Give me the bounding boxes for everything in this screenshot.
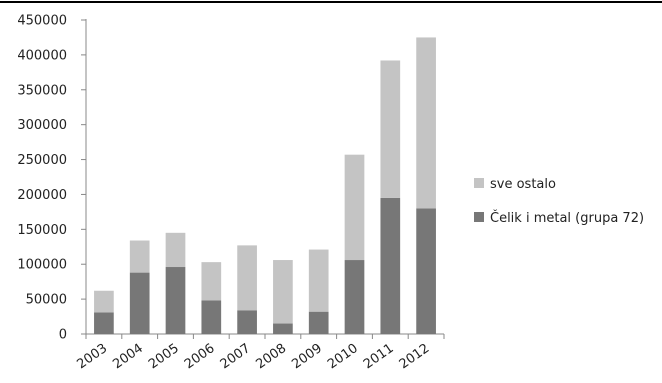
y-tick-label: 400000 <box>17 48 67 63</box>
bar-segment-series-1-2004 <box>129 240 150 273</box>
x-tick-label: 2006 <box>182 341 218 372</box>
x-tick-label: 2009 <box>289 341 325 372</box>
bar-segment-series-0-2003 <box>94 312 114 334</box>
bar-segment-series-0-2004 <box>129 272 150 334</box>
bar-segment-series-1-2003 <box>94 290 114 313</box>
bar-segment-series-0-2010 <box>344 260 365 334</box>
bar-segment-series-1-2008 <box>273 260 293 324</box>
y-tick-label: 50000 <box>26 293 67 308</box>
x-tick-label: 2007 <box>218 341 254 372</box>
legend: sve ostalo Čelik i metal (grupa 72) <box>474 177 644 226</box>
y-tick-label: 0 <box>59 328 67 343</box>
bar-segment-series-0-2012 <box>416 208 436 334</box>
legend-swatch <box>474 178 484 188</box>
bar-segment-series-1-2007 <box>237 245 257 311</box>
y-tick-label: 350000 <box>17 83 67 98</box>
x-tick-label: 2011 <box>361 341 397 372</box>
x-tick-label: 2003 <box>74 341 110 372</box>
bar-segment-series-1-2011 <box>380 60 401 198</box>
bar-segment-series-1-2012 <box>416 37 436 209</box>
y-tick-label: 250000 <box>17 153 67 168</box>
x-tick-label: 2012 <box>397 341 433 372</box>
y-tick-label: 200000 <box>17 188 67 203</box>
bar-segment-series-1-2010 <box>344 154 365 261</box>
bars <box>94 37 436 334</box>
x-tick-label: 2005 <box>146 341 182 372</box>
y-axis: 0 50000 100000 150000 200000 250000 300000 3500… <box>17 14 87 343</box>
bar-segment-series-1-2005 <box>165 232 186 268</box>
bar-segment-series-0-2006 <box>201 300 222 334</box>
y-tick-label: 100000 <box>17 258 67 273</box>
y-tick-label: 150000 <box>17 223 67 238</box>
x-axis: 2003 2004 2005 2006 2007 2008 2009 2010 2011 2012 <box>74 333 445 372</box>
bar-segment-series-1-2009 <box>308 249 329 312</box>
bar-segment-series-0-2009 <box>308 311 329 334</box>
bar-segment-series-0-2007 <box>237 310 257 334</box>
legend-label: sve ostalo <box>490 177 556 192</box>
bar-segment-series-0-2008 <box>273 323 293 334</box>
bar-segment-series-1-2006 <box>201 262 222 301</box>
legend-swatch <box>474 212 484 222</box>
x-tick-label: 2004 <box>110 341 146 372</box>
bar-segment-series-0-2005 <box>165 267 186 334</box>
bar-segment-series-0-2011 <box>380 197 401 334</box>
x-tick-label: 2008 <box>253 341 289 372</box>
y-tick-label: 450000 <box>17 14 67 29</box>
x-tick-label: 2010 <box>325 341 361 372</box>
legend-label: Čelik i metal (grupa 72) <box>490 210 644 226</box>
y-tick-label: 300000 <box>17 118 67 133</box>
